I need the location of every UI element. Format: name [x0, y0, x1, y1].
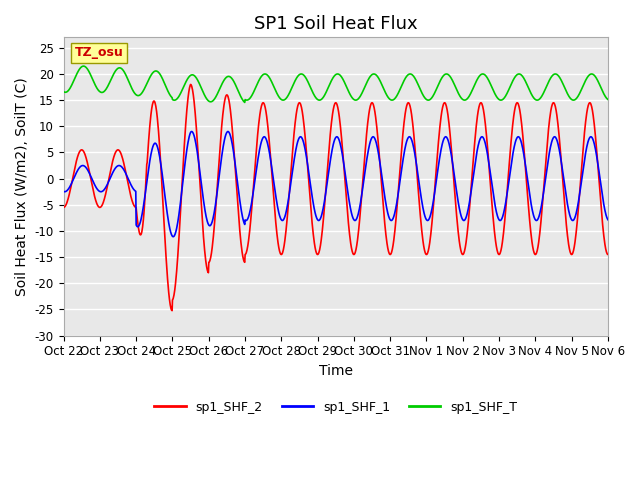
sp1_SHF_1 — [181, 161, 189, 167]
sp1_SHF_2 — [604, 252, 612, 257]
sp1_SHF_1 — [421, 213, 429, 219]
Line: sp1_SHF_1: sp1_SHF_1 — [63, 132, 608, 237]
sp1_SHF_T — [540, 89, 548, 95]
Text: TZ_osu: TZ_osu — [74, 46, 123, 60]
sp1_SHF_2 — [187, 82, 195, 87]
Legend: sp1_SHF_2, sp1_SHF_1, sp1_SHF_T: sp1_SHF_2, sp1_SHF_1, sp1_SHF_T — [150, 396, 522, 419]
Line: sp1_SHF_2: sp1_SHF_2 — [63, 84, 608, 311]
sp1_SHF_T — [492, 93, 500, 98]
sp1_SHF_2 — [60, 204, 67, 210]
sp1_SHF_T — [243, 97, 250, 103]
sp1_SHF_T — [60, 89, 67, 95]
Line: sp1_SHF_T: sp1_SHF_T — [63, 66, 608, 102]
sp1_SHF_1 — [170, 234, 177, 240]
sp1_SHF_2 — [168, 307, 175, 312]
sp1_SHF_1 — [243, 217, 250, 223]
sp1_SHF_2 — [540, 181, 548, 187]
sp1_SHF_T — [168, 95, 175, 100]
sp1_SHF_2 — [181, 132, 189, 138]
sp1_SHF_2 — [243, 250, 250, 255]
sp1_SHF_T — [241, 99, 248, 105]
sp1_SHF_2 — [421, 249, 429, 254]
Y-axis label: Soil Heat Flux (W/m2), SoilT (C): Soil Heat Flux (W/m2), SoilT (C) — [15, 77, 29, 296]
sp1_SHF_T — [421, 95, 429, 101]
X-axis label: Time: Time — [319, 364, 353, 378]
sp1_SHF_T — [80, 63, 88, 69]
sp1_SHF_T — [181, 81, 189, 87]
sp1_SHF_1 — [60, 189, 67, 194]
sp1_SHF_2 — [492, 241, 500, 247]
sp1_SHF_1 — [540, 187, 548, 192]
sp1_SHF_1 — [492, 207, 500, 213]
sp1_SHF_1 — [188, 129, 196, 134]
sp1_SHF_1 — [168, 231, 175, 237]
Title: SP1 Soil Heat Flux: SP1 Soil Heat Flux — [254, 15, 417, 33]
sp1_SHF_1 — [604, 217, 612, 223]
sp1_SHF_T — [604, 96, 612, 102]
sp1_SHF_2 — [168, 308, 176, 313]
